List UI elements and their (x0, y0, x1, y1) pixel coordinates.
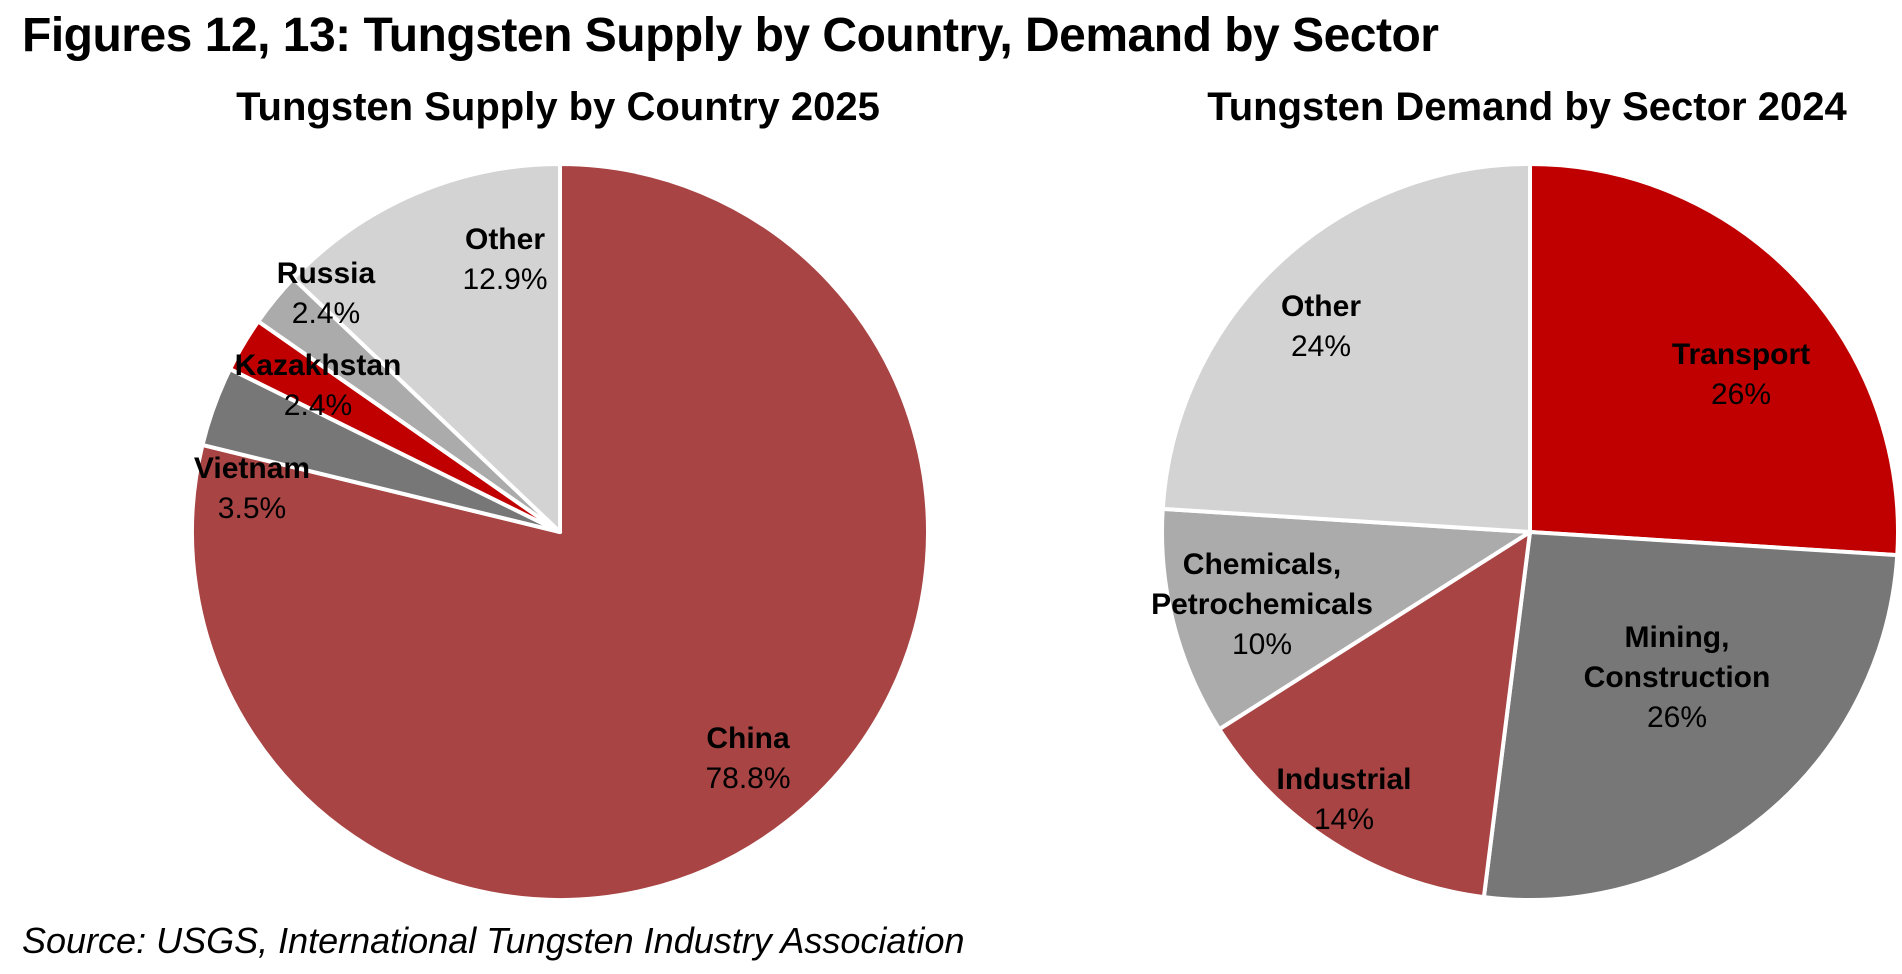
slice-label-russia: Russia 2.4% (277, 257, 376, 330)
slice-value: 24% (1291, 330, 1351, 363)
pie-slice-industrial (1217, 530, 1532, 900)
chart-title: Tungsten Supply by Country 2025 (236, 85, 880, 129)
slice-name: Kazakhstan (235, 349, 402, 382)
slice-value: 26% (1647, 701, 1707, 734)
slice-label-other: Other 12.9% (462, 223, 547, 296)
slice-label-mining-construction: Mining, Construction 26% (1584, 621, 1771, 734)
pie-slice-mining-construction (1481, 530, 1900, 902)
pie-slice-transport (1528, 162, 1900, 558)
slice-name: Russia (277, 257, 376, 290)
slice-label-vietnam: Vietnam 3.5% (194, 452, 310, 525)
slice-name: Petrochemicals (1151, 588, 1373, 621)
slice-label-other: Other 24% (1281, 290, 1361, 363)
pie-slice-other (291, 162, 562, 534)
slice-value: 10% (1232, 628, 1292, 661)
slice-value: 78.8% (705, 762, 790, 795)
pie-slice-chemicals-petrochemicals (1160, 506, 1532, 732)
slice-name: Transport (1672, 338, 1810, 371)
slice-value: 2.4% (284, 389, 352, 422)
source-note: Source: USGS, International Tungsten Ind… (22, 920, 965, 961)
slice-name: Other (465, 223, 545, 256)
slice-name: Vietnam (194, 452, 310, 485)
slice-name: Chemicals, (1183, 548, 1341, 581)
slice-name: Mining, (1625, 621, 1730, 654)
slice-value: 26% (1711, 378, 1771, 411)
slice-label-kazakhstan: Kazakhstan 2.4% (235, 349, 402, 422)
pie-chart-2: Tungsten Demand by Sector 2024 Transport 2… (1151, 85, 1900, 902)
pie-slice-other (1160, 162, 1532, 534)
slice-value: 2.4% (292, 297, 360, 330)
slice-label-transport: Transport 26% (1672, 338, 1810, 411)
slice-value: 12.9% (462, 263, 547, 296)
pie-chart-1: Tungsten Supply by Country 2025 China 78.8… (190, 85, 930, 902)
slice-name: Construction (1584, 661, 1771, 694)
chart-title: Tungsten Demand by Sector 2024 (1207, 85, 1847, 129)
slice-value: 14% (1314, 803, 1374, 836)
slice-name: Other (1281, 290, 1361, 323)
slice-label-industrial: Industrial 14% (1276, 763, 1411, 836)
slice-label-chemicals-petrochemicals: Chemicals, Petrochemicals 10% (1151, 548, 1373, 661)
page-title: Figures 12, 13: Tungsten Supply by Count… (22, 9, 1439, 62)
slice-name: China (706, 722, 790, 755)
slice-name: Industrial (1276, 763, 1411, 796)
slice-label-china: China 78.8% (705, 722, 790, 795)
slice-value: 3.5% (218, 492, 286, 525)
